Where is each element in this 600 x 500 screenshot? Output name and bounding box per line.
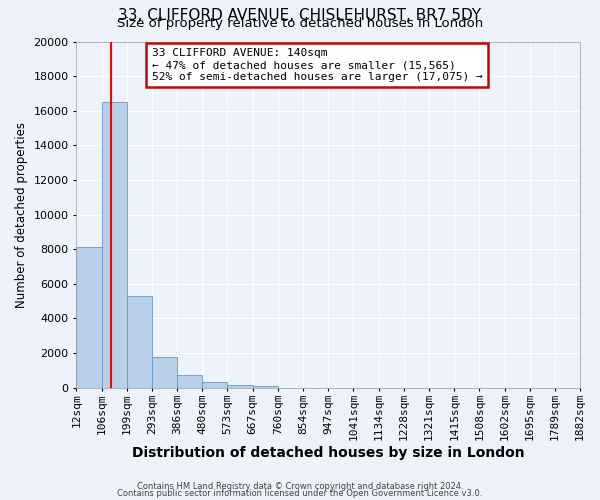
Text: Contains public sector information licensed under the Open Government Licence v3: Contains public sector information licen…	[118, 489, 482, 498]
X-axis label: Distribution of detached houses by size in London: Distribution of detached houses by size …	[132, 446, 524, 460]
Bar	[202, 382, 227, 388]
Bar	[227, 384, 253, 388]
Bar	[177, 374, 202, 388]
Text: 33, CLIFFORD AVENUE, CHISLEHURST, BR7 5DY: 33, CLIFFORD AVENUE, CHISLEHURST, BR7 5D…	[118, 8, 482, 22]
Text: Contains HM Land Registry data © Crown copyright and database right 2024.: Contains HM Land Registry data © Crown c…	[137, 482, 463, 491]
Bar	[152, 358, 177, 388]
Bar	[253, 386, 278, 388]
Bar	[127, 296, 152, 388]
Y-axis label: Number of detached properties: Number of detached properties	[15, 122, 28, 308]
Text: Size of property relative to detached houses in London: Size of property relative to detached ho…	[117, 18, 483, 30]
Text: 33 CLIFFORD AVENUE: 140sqm
← 47% of detached houses are smaller (15,565)
52% of : 33 CLIFFORD AVENUE: 140sqm ← 47% of deta…	[152, 48, 482, 82]
Bar	[101, 102, 127, 388]
Bar	[76, 248, 101, 388]
